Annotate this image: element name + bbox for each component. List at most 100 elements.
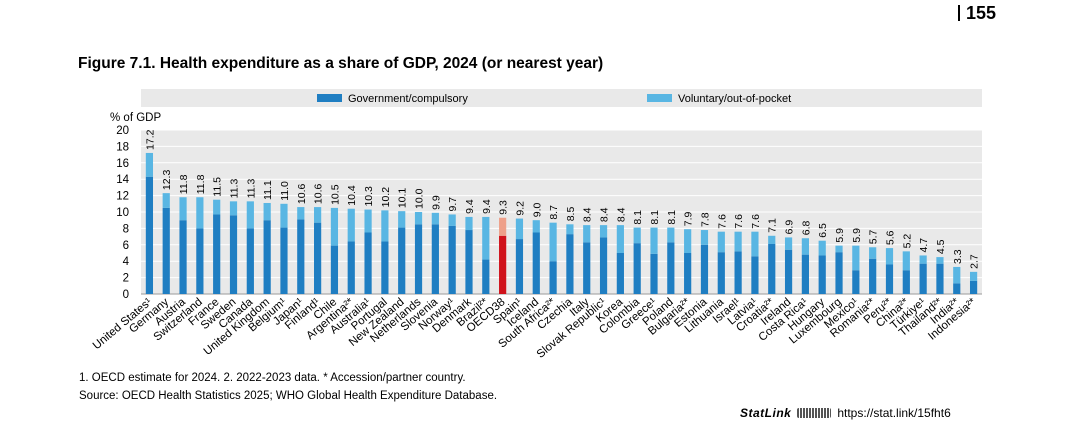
bar-voluntary (936, 257, 944, 264)
bar-voluntary (885, 248, 894, 265)
bar-voluntary (145, 152, 154, 177)
y-tick-label: 12 (116, 191, 129, 203)
bar-voluntary (969, 271, 978, 281)
bar-government (229, 215, 238, 294)
y-tick-label: 16 (116, 158, 129, 170)
bar-voluntary (381, 210, 389, 242)
bar-government (381, 241, 389, 294)
bar-value-label: 7.9 (683, 211, 695, 226)
bar-government (717, 252, 725, 294)
bar-value-label: 4.7 (918, 238, 930, 253)
bar-government (297, 219, 305, 294)
bar-government (213, 214, 221, 294)
bar-government (263, 220, 271, 294)
bar-government (818, 255, 826, 294)
bar-value-label: 10.6 (296, 183, 308, 204)
bar-value-label: 11.5 (212, 177, 224, 197)
bar-government (448, 225, 456, 294)
bar-government (801, 254, 809, 294)
bar-voluntary (902, 251, 910, 271)
y-tick-label: 14 (116, 174, 129, 186)
bar-voluntary (700, 230, 709, 245)
bar-government (902, 270, 910, 294)
bar-value-label: 10.6 (313, 183, 325, 204)
bar-government (852, 270, 860, 294)
bar-government (162, 207, 170, 294)
bar-value-label: 17.2 (144, 129, 156, 150)
y-tick-label: 4 (123, 256, 130, 268)
bar-value-label: 8.1 (649, 210, 661, 225)
bar-government (751, 256, 759, 294)
bar-value-label: 9.0 (531, 202, 543, 217)
bar-voluntary (482, 216, 490, 260)
statlink-url[interactable]: https://stat.link/15fht6 (837, 406, 951, 420)
bar-voluntary (650, 227, 658, 254)
bar-government (398, 227, 406, 294)
bar-value-label: 8.4 (615, 207, 627, 222)
bar-government (919, 263, 927, 294)
bar-voluntary (768, 235, 776, 244)
y-tick-label: 18 (116, 141, 129, 153)
bar-voluntary (280, 203, 288, 228)
bar-government (196, 228, 204, 294)
bar-value-label: 6.9 (784, 220, 796, 235)
bar-voluntary (549, 222, 557, 262)
statlink-label: StatLink (740, 406, 792, 420)
bar-government (633, 243, 641, 294)
bar-value-label: 9.4 (464, 199, 476, 214)
bar-value-label: 10.1 (397, 188, 409, 209)
bar-government (784, 249, 793, 294)
bar-voluntary (717, 231, 725, 253)
bar-value-label: 8.5 (565, 207, 577, 222)
bar-government (280, 227, 288, 294)
bar-voluntary (633, 227, 641, 244)
bar-government (414, 224, 423, 294)
bar-value-label: 9.4 (481, 199, 493, 214)
bar-value-label: 11.1 (262, 180, 274, 200)
bar-value-label: 3.3 (952, 249, 964, 264)
y-tick-label: 2 (123, 273, 129, 285)
bar-voluntary (616, 225, 624, 253)
bar-voluntary (583, 225, 591, 243)
bar-government (330, 245, 339, 294)
y-tick-label: 0 (123, 289, 129, 301)
bar-voluntary (213, 199, 221, 215)
bar-voluntary (734, 231, 742, 252)
bar-value-label: 10.4 (346, 185, 358, 206)
bar-value-label: 8.1 (632, 210, 644, 225)
bar-voluntary (566, 224, 574, 235)
bar-voluntary (414, 212, 423, 225)
bar-government (532, 232, 540, 294)
figure-title: Figure 7.1. Health expenditure as a shar… (78, 55, 604, 72)
bar-government (431, 224, 439, 294)
bar-voluntary (297, 207, 305, 220)
bar-value-label: 11.3 (229, 179, 241, 199)
bar-government (869, 258, 877, 294)
bar-government (835, 252, 843, 294)
bar-government (684, 253, 692, 294)
legend-swatch (317, 94, 342, 102)
bar-government (364, 232, 372, 294)
bar-value-label: 8.7 (548, 205, 560, 220)
bar-government (145, 176, 154, 294)
bar-government (953, 283, 961, 294)
statlink[interactable]: StatLink https://stat.link/15fht6 (740, 406, 951, 420)
bar-value-label: 11.0 (279, 181, 291, 201)
legend-swatch (647, 94, 672, 102)
bar-voluntary (162, 193, 170, 208)
legend-label: Voluntary/out-of-pocket (678, 93, 791, 105)
bar-value-label: 11.8 (178, 174, 190, 194)
bar-government (347, 241, 355, 294)
bar-voluntary (869, 247, 877, 259)
bar-voluntary (835, 245, 843, 253)
bar-value-label: 5.9 (851, 228, 863, 243)
bar-value-label: 10.3 (363, 186, 375, 207)
bar-value-label: 5.6 (884, 230, 896, 245)
bar-government (482, 259, 490, 294)
y-tick-label: 8 (123, 223, 129, 235)
bar-government (583, 242, 591, 294)
bar-voluntary (196, 197, 204, 229)
bar-voluntary (499, 217, 507, 236)
bar-government (515, 239, 524, 294)
bar-value-label: 8.4 (582, 207, 594, 222)
